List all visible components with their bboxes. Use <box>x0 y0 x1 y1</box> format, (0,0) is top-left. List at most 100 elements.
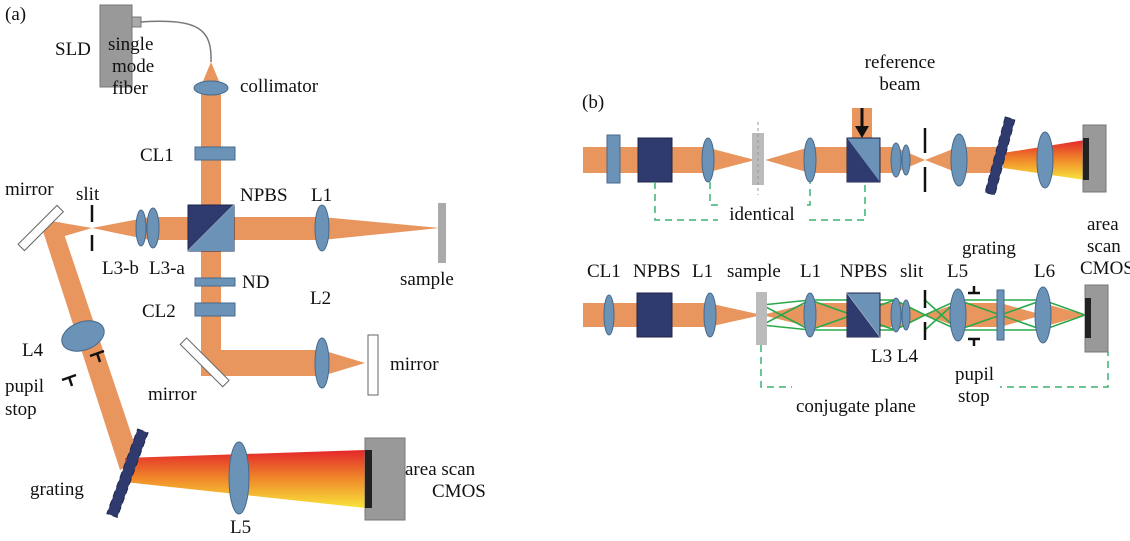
label: single <box>108 34 153 55</box>
label: CL1 <box>140 145 174 166</box>
sld-source <box>99 4 133 88</box>
label: sample <box>400 269 454 290</box>
mirror <box>17 204 65 252</box>
sensor <box>1083 138 1089 180</box>
label: grating <box>30 479 84 500</box>
label: L1 <box>311 185 332 206</box>
label: NPBS <box>840 261 888 282</box>
label: area <box>1087 214 1119 235</box>
lens <box>950 133 968 187</box>
beam <box>705 147 755 173</box>
fiber-connector <box>131 16 142 28</box>
label: slit <box>76 184 100 205</box>
label: mirror <box>5 179 54 200</box>
lens-l3b <box>135 209 147 247</box>
pupil-stop <box>61 373 77 387</box>
label-bg <box>718 202 806 224</box>
lens <box>701 137 715 183</box>
lens <box>606 134 621 184</box>
sample <box>438 203 446 263</box>
sensor <box>1085 298 1091 338</box>
lens-l3a <box>146 207 160 249</box>
label: SLD <box>55 39 91 60</box>
lens <box>890 142 902 178</box>
lens <box>803 292 817 338</box>
beam <box>925 147 958 173</box>
npbs-half <box>847 138 880 182</box>
beam <box>762 303 810 327</box>
panel-label: (a) <box>5 4 26 25</box>
lens <box>1034 286 1052 344</box>
lens-l2 <box>314 337 330 389</box>
label: collimator <box>240 76 319 97</box>
mirror <box>179 337 230 388</box>
lens <box>901 299 911 331</box>
label: CL2 <box>142 301 176 322</box>
grating <box>996 289 1005 341</box>
label: L1 <box>692 261 713 282</box>
label: beam <box>879 74 920 95</box>
grating <box>984 116 1016 196</box>
label: stop <box>5 399 37 420</box>
collimator-lens <box>193 80 229 96</box>
label: fiber <box>112 78 149 99</box>
label: conjugate plane <box>796 396 916 417</box>
label: L5 <box>230 517 251 538</box>
npbs-diagonal <box>846 292 881 338</box>
lens <box>603 294 615 336</box>
label-bg <box>792 380 952 394</box>
sensor <box>365 450 372 508</box>
label: reference <box>865 52 936 73</box>
label: L2 <box>310 288 331 309</box>
lens <box>803 137 817 183</box>
sample <box>756 292 767 345</box>
label: mode <box>112 56 154 77</box>
label: L5 <box>947 261 968 282</box>
fiber <box>140 20 212 63</box>
beam <box>234 217 440 240</box>
label: L3 L4 <box>871 346 918 367</box>
arrow-head <box>855 126 869 138</box>
npbs <box>637 137 673 183</box>
label: L3-b <box>102 258 139 279</box>
label: scan <box>1087 236 1121 257</box>
label: L6 <box>1034 261 1055 282</box>
nd-filter <box>194 277 236 287</box>
label: mirror <box>390 354 439 375</box>
lens-l1 <box>314 204 330 252</box>
label: stop <box>958 386 990 407</box>
panel-label: (b) <box>582 92 604 113</box>
beam <box>201 62 221 86</box>
label: L1 <box>800 261 821 282</box>
panel-b: (b) reference beam identical CL1 NPBS L1… <box>582 52 1130 417</box>
label: CL1 <box>587 261 621 282</box>
lens <box>901 144 911 176</box>
beam <box>211 350 365 376</box>
lens <box>703 292 717 338</box>
label: pupil <box>5 376 44 397</box>
label: NPBS <box>633 261 681 282</box>
label: grating <box>962 238 1016 259</box>
label-bg <box>952 380 1000 394</box>
label: pupil <box>955 364 994 385</box>
label: ND <box>242 272 269 293</box>
cl1 <box>194 146 236 161</box>
label: L3-a <box>149 258 185 279</box>
beam <box>765 147 810 173</box>
pupil-stop <box>968 286 980 346</box>
label: CMOS <box>1080 258 1130 279</box>
lens-l4 <box>61 320 105 352</box>
panel-a: (a) SLD single mode fiber collimator CL1… <box>5 4 486 538</box>
beam <box>672 303 762 327</box>
lens <box>890 297 902 333</box>
npbs <box>636 292 673 338</box>
label: sample <box>727 261 781 282</box>
lens <box>949 288 967 342</box>
lens <box>1036 131 1054 189</box>
beam <box>1043 303 1085 327</box>
mirror <box>367 334 379 396</box>
pupil-stop <box>89 349 105 363</box>
label: slit <box>900 261 924 282</box>
cl2 <box>194 302 236 317</box>
